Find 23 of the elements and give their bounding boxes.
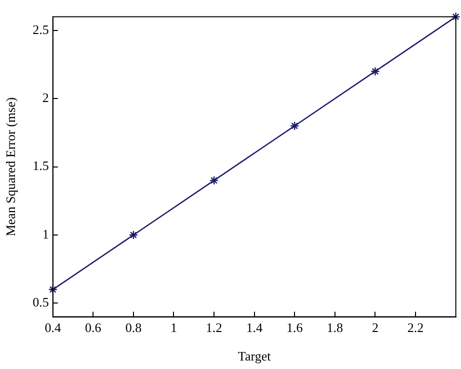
y-tick-label: 2.5 — [32, 22, 49, 37]
x-tick-label: 1.8 — [326, 320, 344, 336]
y-axis-title: Mean Squared Error (mse) — [3, 97, 18, 236]
x-tick-label: 2.2 — [407, 320, 424, 336]
x-tick-label: 0.6 — [85, 320, 102, 336]
point — [290, 121, 300, 130]
x-tick-label: 1 — [170, 320, 177, 336]
y-tick-label: 1.5 — [32, 158, 49, 174]
point — [48, 284, 58, 294]
point — [209, 176, 219, 186]
y-tick-label: 2 — [42, 90, 49, 106]
y-tick-label: 0.5 — [32, 294, 49, 310]
x-tick-label: 1.4 — [246, 320, 263, 336]
x-tick-label: 1.6 — [286, 320, 304, 336]
point — [128, 230, 138, 240]
x-tick-label: 1.2 — [206, 320, 222, 336]
x-tick-label: 0.4 — [44, 320, 62, 336]
y-tick-label: 1 — [42, 226, 49, 242]
point — [451, 12, 460, 22]
x-axis-title: Target — [238, 348, 272, 364]
x-tick-label: 2 — [372, 320, 378, 336]
point — [370, 66, 380, 76]
x-tick-label: 0.8 — [125, 320, 142, 336]
